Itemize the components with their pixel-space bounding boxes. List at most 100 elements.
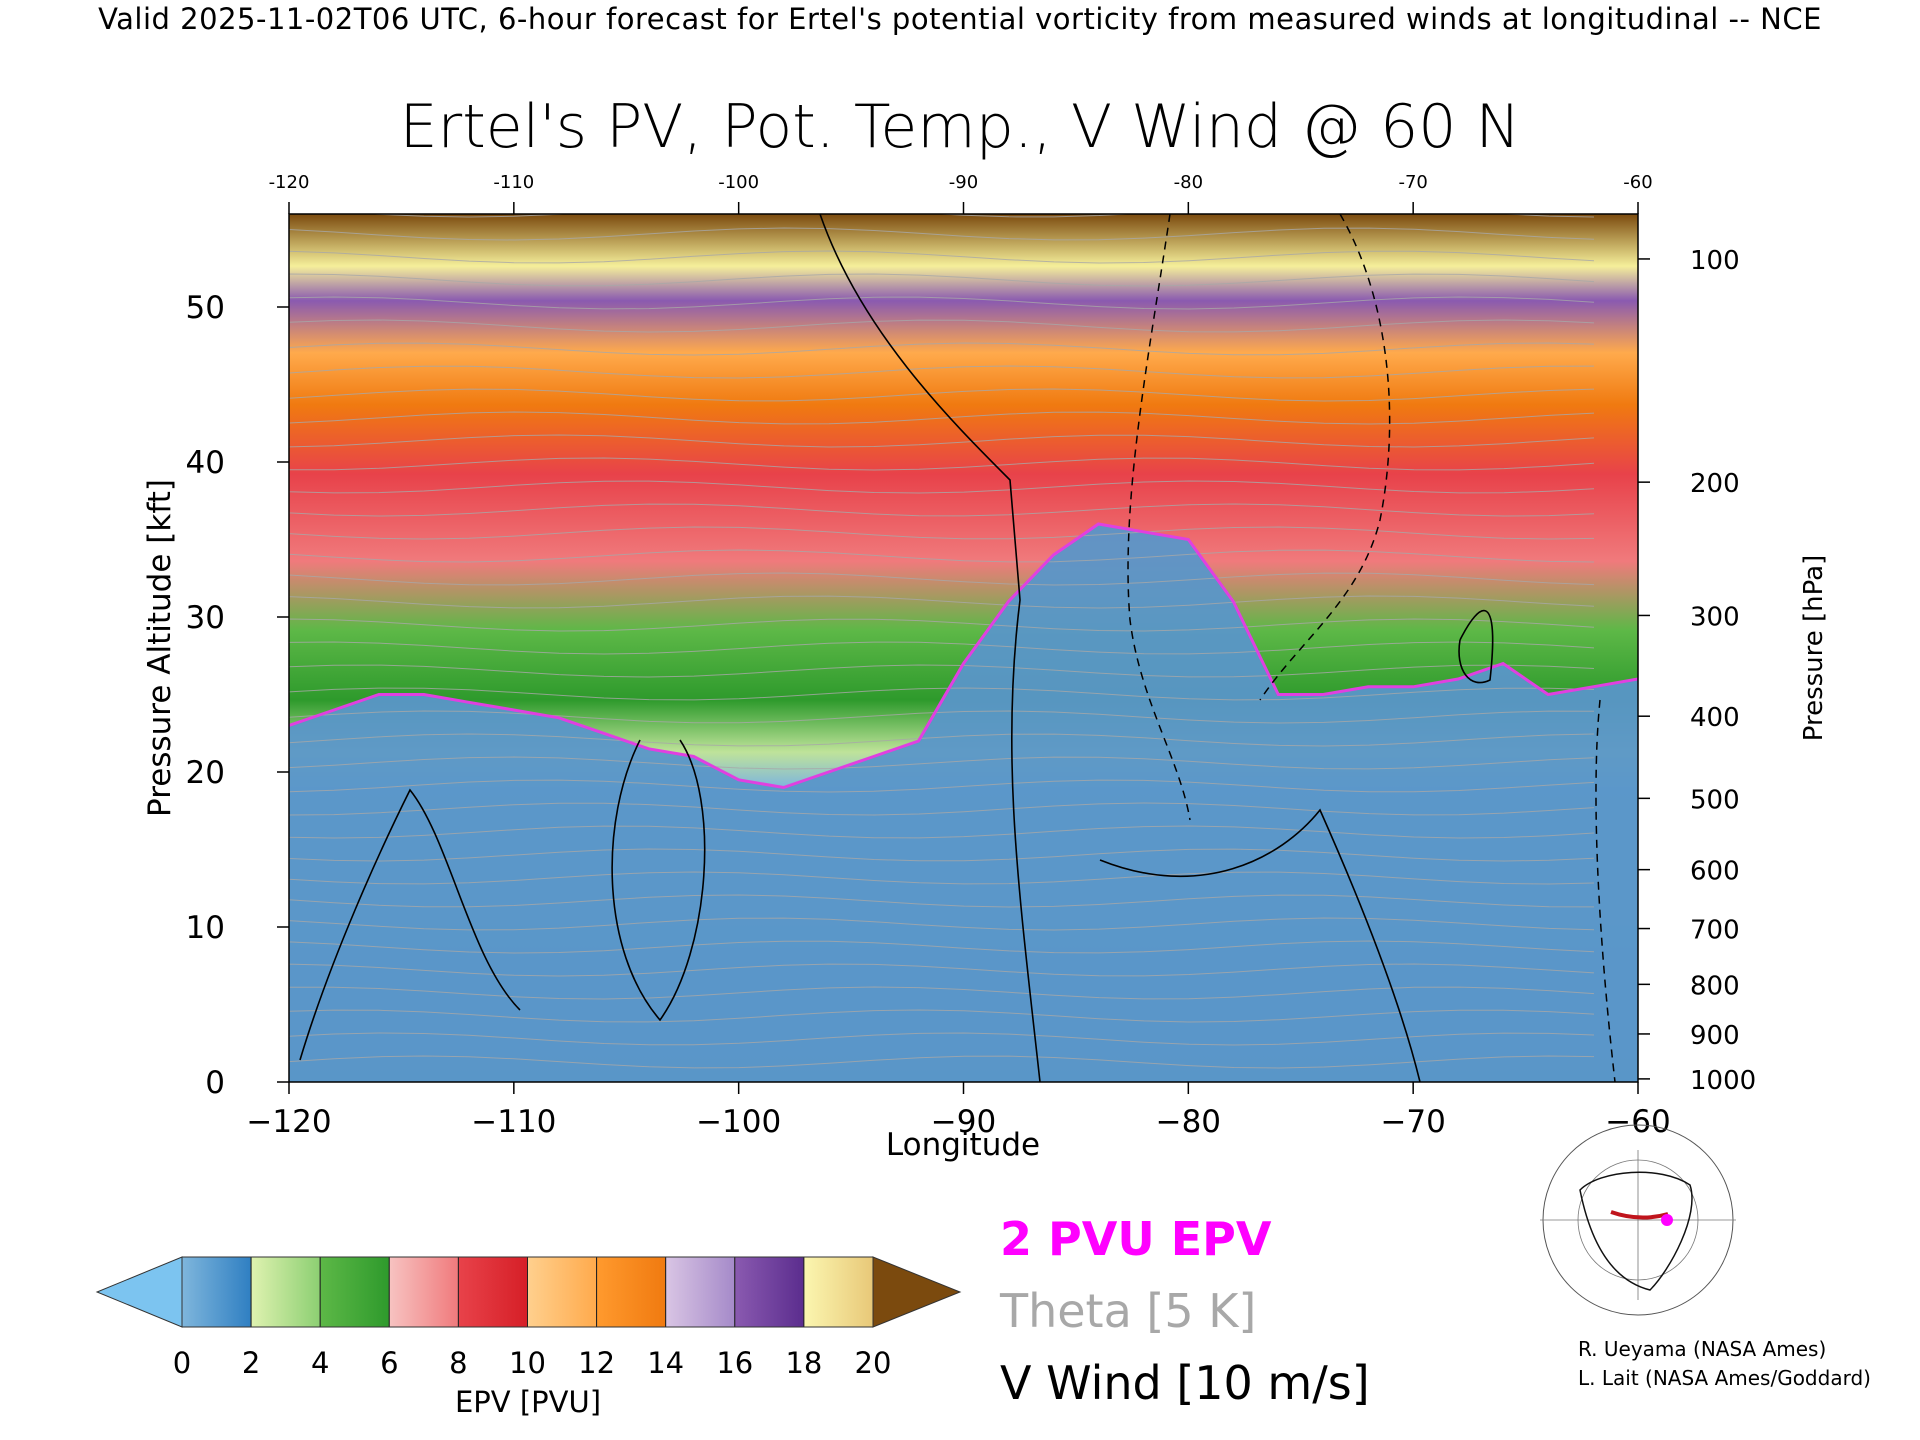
pressure-tick-label: 700 — [1690, 916, 1740, 946]
colorbar-segment — [803, 1256, 874, 1328]
colorbar-tick-label: 16 — [716, 1346, 753, 1380]
colorbar-segment — [596, 1256, 667, 1328]
colorbar-tick-label: 14 — [647, 1346, 684, 1380]
legend-2pvu: 2 PVU EPV — [1000, 1212, 1272, 1266]
v-wind-contour-negative — [1595, 699, 1616, 1082]
x-tick-label: −120 — [246, 1104, 331, 1140]
theta-contour — [289, 802, 1595, 816]
x-axis-label: Longitude — [886, 1127, 1040, 1163]
theta-contour — [289, 641, 1595, 655]
v-wind-contour — [1099, 808, 1421, 1082]
v-wind-contour-negative — [1127, 214, 1191, 821]
theta-contour — [289, 1009, 1595, 1023]
theta-contour — [289, 1032, 1595, 1046]
theta-contour — [289, 848, 1595, 862]
colorbar-over-arrow — [872, 1256, 962, 1328]
header-valid-line: Valid 2025-11-02T06 UTC, 6-hour forecast… — [98, 2, 1822, 36]
y-tick-label: 30 — [186, 600, 225, 636]
theta-contour — [289, 250, 1595, 264]
theta-contour — [289, 756, 1595, 770]
top-tick-label: -60 — [1623, 172, 1652, 193]
top-tick-label: -120 — [269, 172, 310, 193]
top-tick-label: -100 — [718, 172, 759, 193]
v-wind-contour — [819, 214, 1041, 1082]
theta-contour — [289, 917, 1595, 931]
x-tick-label: −90 — [931, 1104, 996, 1140]
theta-contour — [289, 526, 1595, 540]
theta-contour — [289, 342, 1595, 356]
y-tick-label: 20 — [186, 755, 225, 791]
v-wind-contour-negative — [1259, 214, 1391, 701]
colorbar-segment — [181, 1256, 252, 1328]
x-tick-label: −100 — [696, 1104, 781, 1140]
x-tick-label: −60 — [1605, 1104, 1670, 1140]
theta-contour — [289, 940, 1595, 954]
theta-contour — [289, 664, 1595, 678]
theta-contour — [289, 986, 1595, 1000]
top-tick-label: -110 — [493, 172, 534, 193]
colorbar-segment — [388, 1256, 459, 1328]
colorbar-tick-label: 4 — [311, 1346, 329, 1380]
colorbar-tick-label: 10 — [509, 1346, 546, 1380]
theta-contour — [289, 549, 1595, 563]
chart-title: Ertel's PV, Pot. Temp., V Wind @ 60 N — [399, 92, 1521, 162]
y-tick-label: 0 — [205, 1065, 225, 1101]
colorbar-tick-labels: 0 2 4 6 8 10 12 14 16 18 20 — [173, 1346, 892, 1380]
colorbar-tick-label: 12 — [578, 1346, 615, 1380]
axis-ticks — [277, 202, 1650, 1094]
v-wind-contour — [299, 788, 521, 1061]
theta-contour — [289, 825, 1595, 839]
credit-line-2: L. Lait (NASA Ames/Goddard) — [1578, 1366, 1871, 1390]
theta-contour — [289, 296, 1595, 310]
theta-contour — [289, 480, 1595, 494]
pressure-tick-label: 400 — [1690, 703, 1740, 733]
theta-contour — [289, 411, 1595, 425]
locator-map — [1540, 1124, 1736, 1316]
legend-theta: Theta [5 K] — [1000, 1284, 1257, 1338]
location-marker — [1661, 1214, 1673, 1226]
colorbar-tick-label: 0 — [173, 1346, 191, 1380]
theta-contour — [289, 365, 1595, 379]
top-tick-label: -90 — [949, 172, 978, 193]
v-wind-contour — [611, 739, 706, 1022]
colorbar-segment — [665, 1256, 736, 1328]
top-tick-labels: -120 -110 -100 -90 -80 -70 -60 — [269, 172, 1653, 193]
y-tick-labels: 0 10 20 30 40 50 — [186, 290, 225, 1101]
theta-contour — [289, 894, 1595, 908]
theta-contour — [289, 273, 1595, 287]
epv-colorbar: 0 2 4 6 8 10 12 14 16 18 20 EPV [PVU] — [95, 1256, 962, 1419]
theta-contour — [289, 1055, 1595, 1069]
theta-contour — [289, 710, 1595, 724]
legend-v-wind: V Wind [10 m/s] — [1000, 1356, 1370, 1410]
colorbar-under-arrow — [95, 1256, 183, 1328]
epv-field — [289, 214, 1638, 1082]
colorbar-tick-label: 2 — [242, 1346, 260, 1380]
colorbar-tick-label: 18 — [785, 1346, 822, 1380]
colorbar-segment — [527, 1256, 598, 1328]
x-tick-label: −110 — [471, 1104, 556, 1140]
x-tick-label: −70 — [1380, 1104, 1445, 1140]
theta-contour — [289, 457, 1595, 471]
theta-contour — [289, 388, 1595, 402]
theta-contour — [366, 214, 1595, 218]
pressure-tick-label: 600 — [1690, 857, 1740, 887]
pressure-tick-labels: 100 200 300 400 500 600 700 800 900 1000 — [1690, 246, 1756, 1096]
pressure-tick-label: 800 — [1690, 971, 1740, 1001]
colorbar-tick-label: 20 — [855, 1346, 892, 1380]
credit-line-1: R. Ueyama (NASA Ames) — [1578, 1337, 1827, 1361]
pressure-tick-label: 100 — [1690, 246, 1740, 276]
pressure-tick-label: 500 — [1690, 785, 1740, 815]
y-axis-label: Pressure Altitude [kft] — [142, 479, 178, 817]
y2-axis-label: Pressure [hPa] — [1799, 555, 1829, 742]
top-tick-label: -80 — [1174, 172, 1203, 193]
x-tick-labels: −120 −110 −100 −90 −80 −70 −60 — [246, 1104, 1670, 1140]
theta-contour — [289, 434, 1595, 448]
pressure-tick-label: 300 — [1690, 602, 1740, 632]
colorbar-segment — [250, 1256, 321, 1328]
theta-contour — [289, 595, 1595, 609]
colorbar-tick-label: 6 — [380, 1346, 398, 1380]
theta-contour — [289, 871, 1595, 885]
colorbar-label: EPV [PVU] — [455, 1385, 601, 1419]
theta-contour — [289, 963, 1595, 977]
